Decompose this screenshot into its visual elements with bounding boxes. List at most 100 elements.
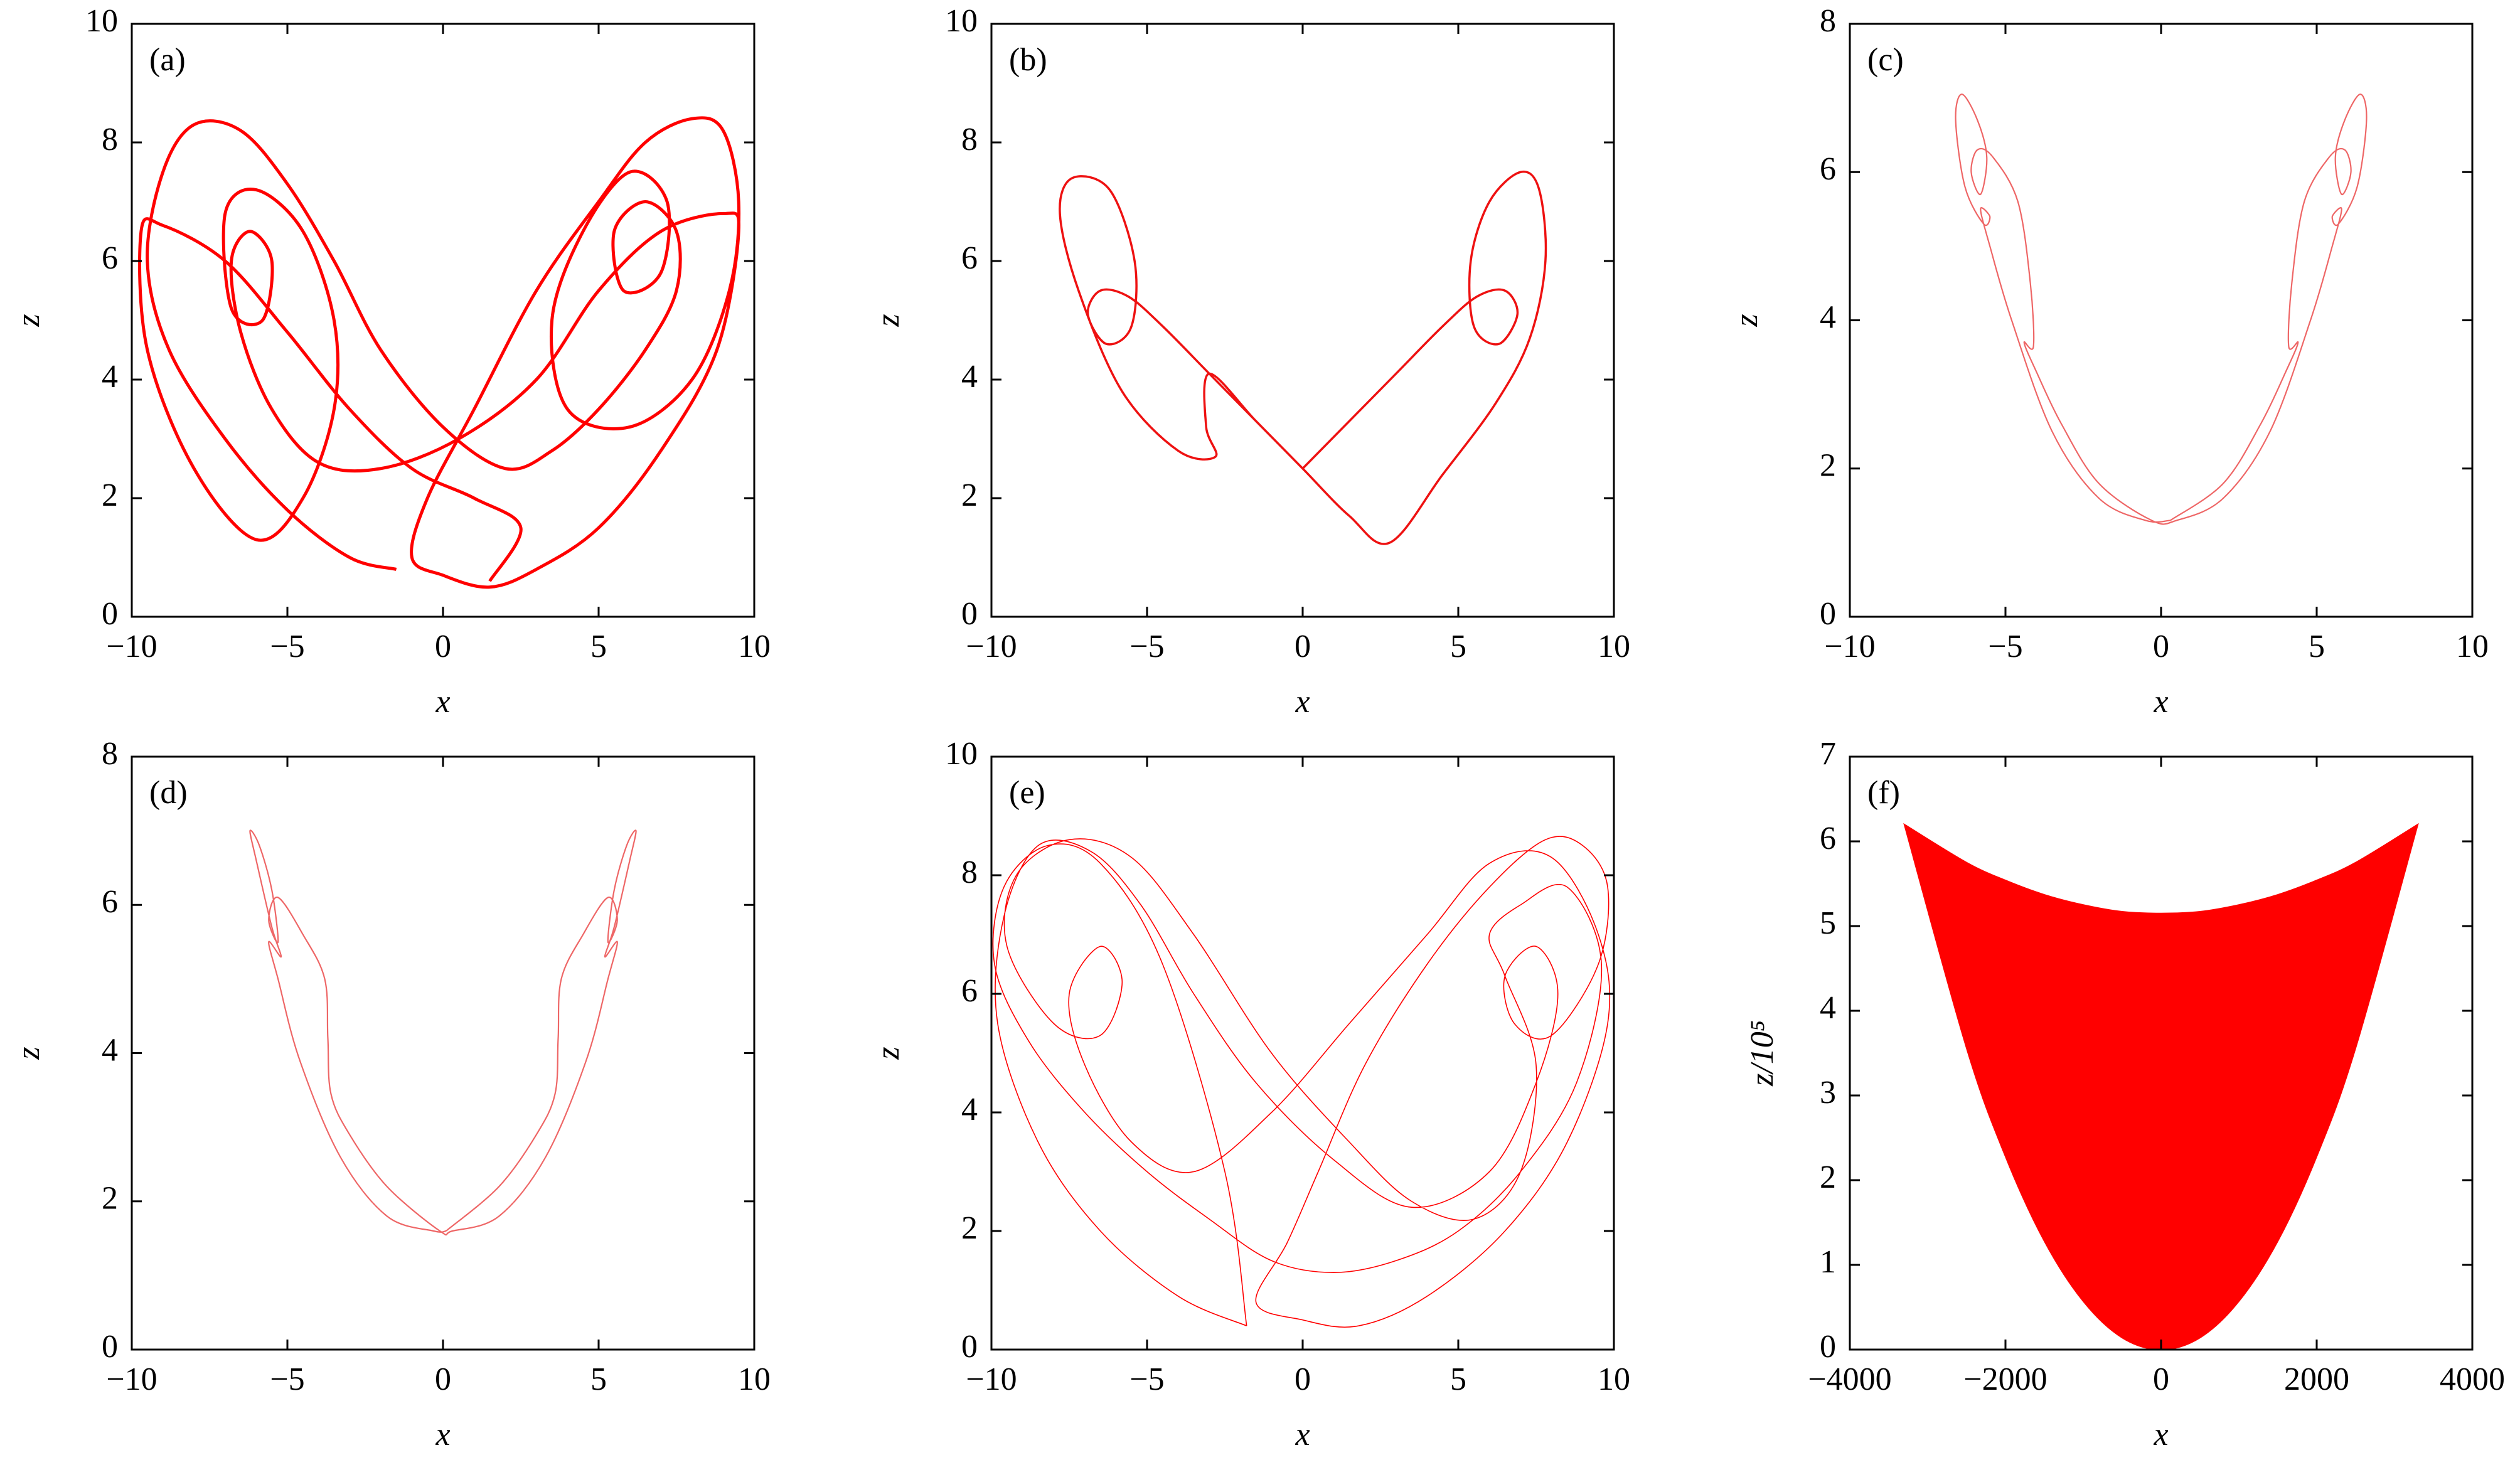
filled-region (1903, 823, 2419, 1351)
y-tick-label: 0 (961, 1329, 978, 1365)
x-tick-label: −10 (1824, 629, 1875, 664)
x-tick-label: 0 (2153, 1361, 2169, 1397)
y-axis-label: z (1729, 314, 1765, 327)
y-tick-label: 2 (961, 1210, 978, 1246)
y-tick-label: 10 (945, 736, 978, 772)
y-tick-label: 1 (1820, 1244, 1836, 1280)
x-tick-label: 0 (435, 629, 451, 664)
x-tick-label: −4000 (1808, 1361, 1891, 1397)
y-tick-label: 2 (961, 477, 978, 513)
y-tick-label: 6 (102, 884, 118, 920)
x-tick-label: −2000 (1963, 1361, 2047, 1397)
axes-frame (990, 23, 1615, 618)
y-tick-label: 6 (102, 240, 118, 276)
x-tick-label: −5 (1988, 629, 2022, 664)
y-axis-label: z (11, 1047, 46, 1060)
y-tick-label: 4 (961, 359, 978, 395)
trajectory (249, 829, 637, 1236)
x-tick-label: 5 (1450, 629, 1466, 664)
x-tick-label: 10 (738, 1361, 771, 1397)
x-tick-label: −5 (270, 629, 304, 664)
x-tick-label: −10 (966, 629, 1017, 664)
y-tick-label: 6 (1820, 821, 1836, 856)
panel-label: (e) (1009, 775, 1045, 811)
x-axis-label: x (1295, 1417, 1310, 1452)
panel: −10 −5 0 5 10 0 2 4 6 8 10 (b) x z (870, 3, 1630, 720)
trajectory (137, 116, 741, 589)
panel: −10 −5 0 5 10 0 2 4 6 8 10 (e) x z (870, 736, 1630, 1452)
x-tick-label: 10 (1598, 629, 1630, 664)
x-tick-label: 5 (590, 629, 607, 664)
axes-frame (131, 755, 755, 1351)
y-tick-label: 7 (1820, 736, 1836, 772)
x-axis-label: x (2153, 684, 2168, 720)
y-tick-label: 0 (1820, 1329, 1836, 1365)
panel: −10 −5 0 5 10 0 2 4 6 8 (d) x z (11, 736, 771, 1452)
y-tick-label: 8 (102, 736, 118, 772)
x-axis-label: x (1295, 684, 1310, 720)
x-tick-label: 10 (1598, 1361, 1630, 1397)
x-tick-label: 10 (738, 629, 771, 664)
panel-label: (f) (1867, 775, 1900, 811)
panel-label: (b) (1009, 42, 1047, 78)
panel: −10 −5 0 5 10 0 2 4 6 8 10 (a) x z (11, 3, 771, 720)
y-tick-label: 4 (961, 1092, 978, 1127)
trajectory (1059, 170, 1547, 545)
y-tick-label: 6 (961, 973, 978, 1009)
x-tick-label: 5 (1450, 1361, 1466, 1397)
x-tick-label: 5 (590, 1361, 607, 1397)
y-tick-label: 0 (102, 596, 118, 632)
y-tick-label: 4 (1820, 990, 1836, 1026)
trajectory (1955, 93, 2368, 525)
y-tick-label: 0 (1820, 596, 1836, 632)
y-tick-label: 2 (102, 1181, 118, 1217)
x-axis-label: x (435, 684, 450, 720)
panel-label: (a) (149, 42, 186, 78)
y-tick-label: 2 (1820, 448, 1836, 484)
y-tick-label: 8 (102, 122, 118, 157)
y-tick-label: 6 (961, 240, 978, 276)
panel-label: (c) (1867, 42, 1904, 78)
panel: −4000 −2000 0 2000 4000 0 1 2 3 4 5 6 7 (f) x z/10⁵ (1744, 736, 2505, 1452)
y-tick-label: 4 (1820, 299, 1836, 335)
axes-frame (131, 23, 755, 618)
y-tick-label: 4 (102, 1032, 118, 1068)
axes-frame (990, 755, 1615, 1351)
x-tick-label: 2000 (2284, 1361, 2349, 1397)
axes-frame (1849, 23, 2474, 618)
x-tick-label: −5 (1129, 629, 1164, 664)
x-tick-label: 0 (2153, 629, 2169, 664)
y-axis-label: z (870, 1047, 906, 1060)
x-tick-label: −10 (106, 629, 157, 664)
x-tick-label: −10 (106, 1361, 157, 1397)
y-axis-label: z (870, 314, 906, 327)
y-tick-label: 5 (1820, 905, 1836, 941)
x-tick-label: −5 (1129, 1361, 1164, 1397)
panel: −10 −5 0 5 10 0 2 4 6 8 (c) x z (1729, 3, 2489, 720)
y-tick-label: 6 (1820, 151, 1836, 187)
y-tick-label: 8 (961, 122, 978, 157)
y-axis-label: z (11, 314, 46, 327)
trajectory (992, 836, 1611, 1328)
y-tick-label: 10 (945, 3, 978, 39)
y-tick-label: 3 (1820, 1075, 1836, 1111)
y-tick-label: 0 (961, 596, 978, 632)
y-tick-label: 2 (102, 477, 118, 513)
y-tick-label: 0 (102, 1329, 118, 1365)
y-tick-label: 8 (961, 855, 978, 890)
y-tick-label: 10 (85, 3, 118, 39)
y-tick-label: 2 (1820, 1159, 1836, 1195)
x-tick-label: 10 (2456, 629, 2489, 664)
x-tick-label: −10 (966, 1361, 1017, 1397)
x-tick-label: 0 (1295, 629, 1311, 664)
y-axis-label: z/10⁵ (1744, 1020, 1780, 1087)
x-tick-label: −5 (270, 1361, 304, 1397)
y-tick-label: 8 (1820, 3, 1836, 39)
x-tick-label: 0 (435, 1361, 451, 1397)
y-tick-label: 4 (102, 359, 118, 395)
panel-label: (d) (149, 775, 188, 811)
x-tick-label: 0 (1295, 1361, 1311, 1397)
x-axis-label: x (435, 1417, 450, 1452)
